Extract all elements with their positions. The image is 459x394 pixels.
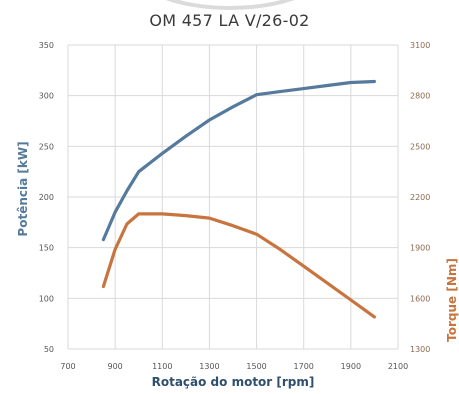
x-tick-label: 1700 <box>294 362 314 371</box>
right-tick-label: 3100 <box>410 41 430 50</box>
x-tick-label: 2100 <box>388 362 408 371</box>
left-tick-label: 300 <box>39 92 54 101</box>
right-axis-ticks: 1300 1600 1900 2200 2500 2800 3100 <box>410 41 430 354</box>
right-tick-label: 2500 <box>410 142 430 151</box>
right-tick-label: 2200 <box>410 193 430 202</box>
right-tick-label: 1600 <box>410 294 430 303</box>
torque-series-line <box>101 212 376 319</box>
x-axis-ticks: 700 900 1100 1300 1500 1700 1900 2100 <box>60 362 408 371</box>
left-axis-ticks: 50 100 150 200 250 300 350 <box>39 41 54 354</box>
left-tick-label: 350 <box>39 41 54 50</box>
left-tick-label: 250 <box>39 142 54 151</box>
left-tick-label: 150 <box>39 244 54 253</box>
chart-title: OM 457 LA V/26-02 <box>149 11 310 30</box>
x-tick-label: 1500 <box>246 362 266 371</box>
x-tick-label: 900 <box>108 362 123 371</box>
left-tick-label: 50 <box>44 345 54 354</box>
right-tick-label: 2800 <box>410 92 430 101</box>
left-tick-label: 200 <box>39 193 54 202</box>
x-tick-label: 1300 <box>199 362 219 371</box>
left-axis-label: Potência [kW] <box>16 141 30 236</box>
left-tick-label: 100 <box>39 294 54 303</box>
right-axis-label: Torque [Nm] <box>445 258 459 342</box>
x-tick-label: 1900 <box>341 362 361 371</box>
right-tick-label: 1300 <box>410 345 430 354</box>
x-axis-label: Rotação do motor [rpm] <box>152 375 315 389</box>
grid-lines <box>67 44 399 350</box>
top-arc-decoration <box>165 0 295 10</box>
right-tick-label: 1900 <box>410 244 430 253</box>
x-tick-label: 700 <box>60 362 75 371</box>
power-series-line <box>101 79 376 242</box>
series-lines <box>101 79 376 319</box>
x-tick-label: 1100 <box>152 362 172 371</box>
